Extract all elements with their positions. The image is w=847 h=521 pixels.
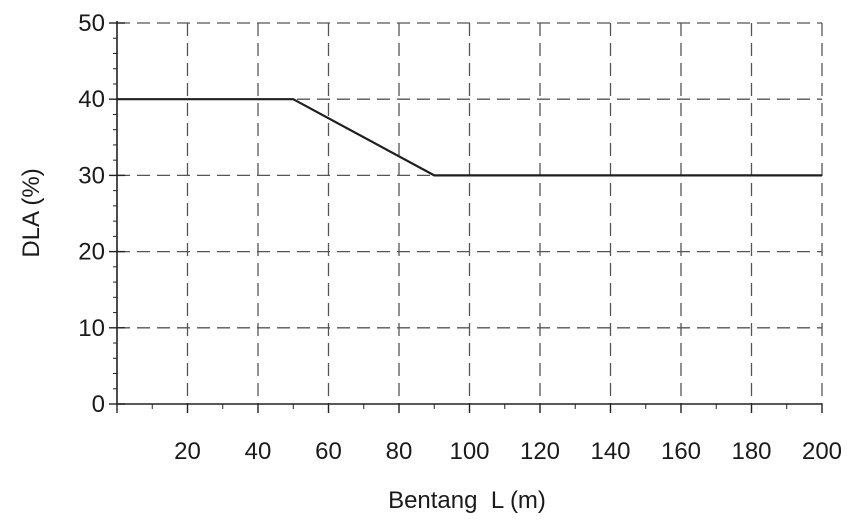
y-axis-title: DLA (%) bbox=[18, 168, 45, 257]
y-tick-label-10: 10 bbox=[78, 315, 105, 342]
y-tick-label-30: 30 bbox=[78, 162, 105, 189]
x-tick-label-180: 180 bbox=[731, 438, 771, 465]
x-tick-label-200: 200 bbox=[802, 438, 842, 465]
x-tick-label-100: 100 bbox=[449, 438, 489, 465]
x-tick-label-20: 20 bbox=[174, 438, 201, 465]
y-tick-label-0: 0 bbox=[92, 391, 105, 418]
x-tick-label-120: 120 bbox=[520, 438, 560, 465]
grid-lines bbox=[117, 22, 823, 404]
y-tick-label-20: 20 bbox=[78, 239, 105, 266]
y-tick-label-50: 50 bbox=[78, 10, 105, 37]
x-tick-label-40: 40 bbox=[245, 438, 272, 465]
tick-marks bbox=[109, 22, 823, 413]
x-axis-title: Bentang L (m) bbox=[388, 487, 546, 514]
x-tick-label-140: 140 bbox=[590, 438, 630, 465]
y-tick-label-40: 40 bbox=[78, 86, 105, 113]
series-layer bbox=[117, 98, 822, 177]
tick-labels: 0 10 20 30 40 50 20 40 60 80 100 120 140 160 180 200 bbox=[78, 10, 842, 465]
x-tick-label-60: 60 bbox=[315, 438, 342, 465]
x-tick-label-160: 160 bbox=[661, 438, 701, 465]
series-line-0 bbox=[117, 98, 822, 177]
x-tick-label-80: 80 bbox=[386, 438, 413, 465]
